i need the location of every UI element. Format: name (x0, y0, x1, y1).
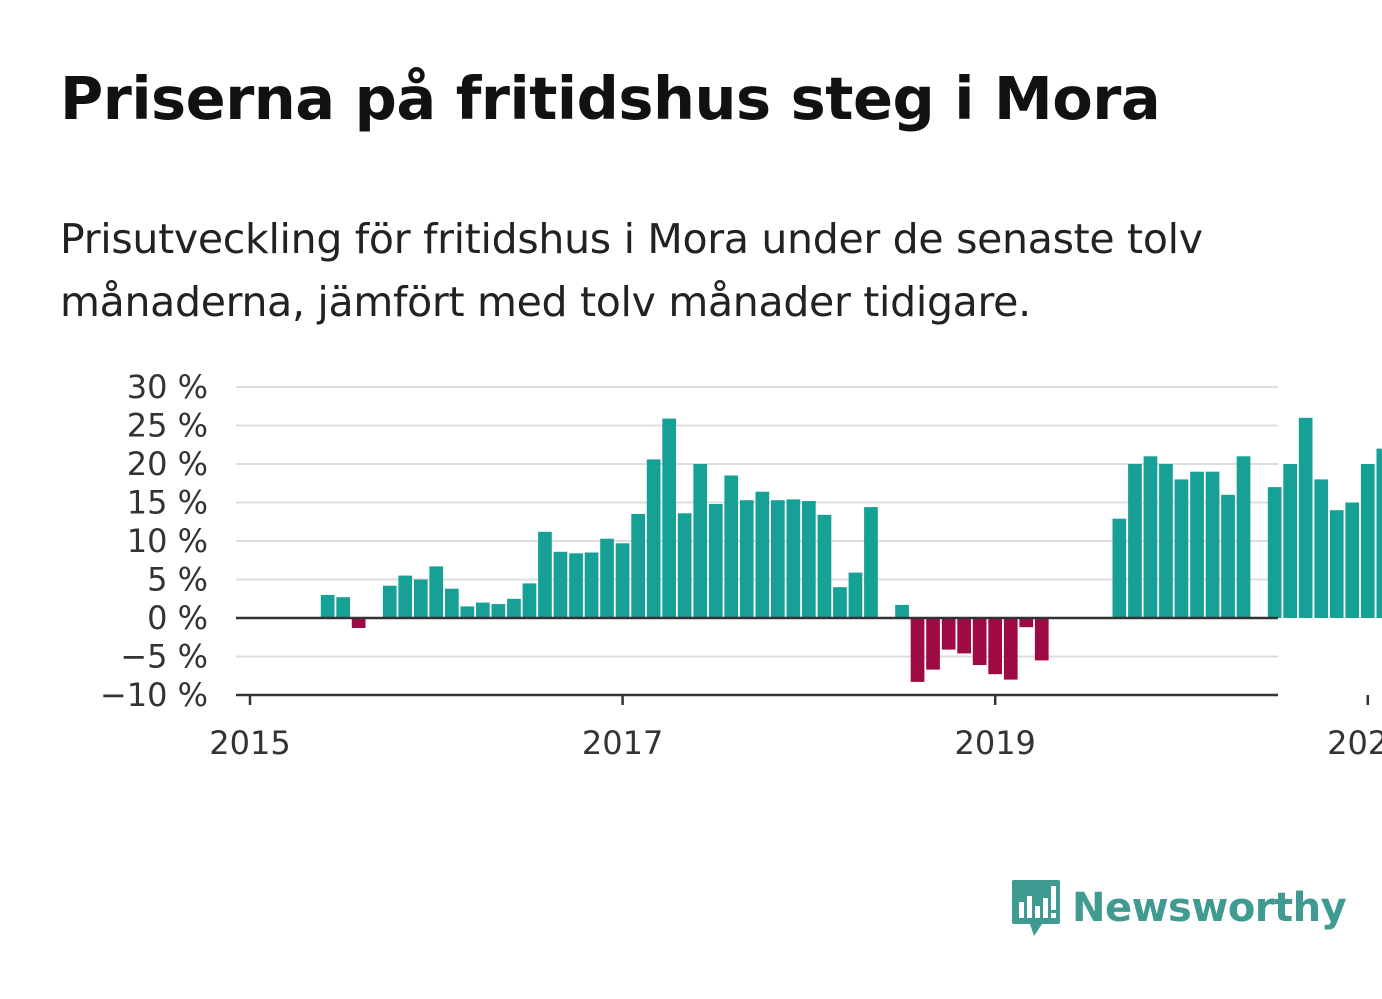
x-tick-label: 2015 (209, 724, 290, 762)
bar (398, 575, 413, 618)
bar (724, 475, 739, 618)
bar (755, 491, 770, 618)
bar (522, 583, 537, 618)
bar (802, 501, 816, 618)
bar (1159, 464, 1173, 618)
bar (1345, 502, 1360, 618)
bar (1019, 618, 1034, 628)
bar (708, 504, 723, 618)
brand-name: Newsworthy (1072, 885, 1347, 931)
bar (584, 552, 599, 618)
y-tick-label: 30 % (127, 368, 208, 406)
bar (336, 597, 350, 618)
bar (677, 513, 692, 618)
bar (631, 514, 645, 618)
bar (476, 602, 490, 618)
bar (646, 459, 661, 618)
bar (460, 606, 475, 618)
bar (833, 587, 847, 618)
newsworthy-logo-icon (1012, 880, 1060, 936)
bar (848, 572, 863, 618)
bar (1174, 479, 1189, 618)
bar (569, 553, 583, 618)
bar (786, 499, 801, 618)
bar (941, 618, 956, 650)
bar (739, 500, 754, 618)
bar (972, 618, 987, 665)
bar (895, 604, 909, 618)
bar (864, 507, 878, 618)
bar (1236, 456, 1251, 618)
bar (413, 579, 428, 618)
y-tick-label: 20 % (127, 445, 208, 483)
bar (1221, 494, 1235, 618)
chart-subtitle: Prisutveckling för fritidshus i Mora und… (60, 215, 1203, 326)
bar (1376, 448, 1382, 618)
bar (1329, 510, 1344, 618)
bar (926, 618, 940, 670)
bar (429, 566, 444, 618)
bar (351, 618, 366, 628)
bar (771, 500, 785, 618)
bar (693, 464, 708, 618)
axes (236, 616, 1370, 705)
bar (1003, 618, 1018, 680)
bar (553, 551, 568, 618)
y-tick-label: 10 % (127, 522, 208, 560)
y-tick-label: −5 % (120, 638, 208, 676)
x-tick-label: 2017 (582, 724, 663, 762)
bar (817, 514, 832, 618)
y-tick-label: 25 % (127, 407, 208, 445)
tick-labels: −10 %−5 %0 %5 %10 %15 %20 %25 %30 % 2015 2… (100, 368, 1382, 762)
bar (491, 604, 506, 618)
y-tick-label: 15 % (127, 484, 208, 522)
bar (1267, 487, 1282, 618)
x-tick-label: 2021 (1327, 724, 1382, 762)
bar (1190, 471, 1204, 618)
y-tick-label: 5 % (147, 561, 208, 599)
chart-title: Priserna på fritidshus steg i Mora (60, 64, 1161, 133)
bar (1112, 518, 1127, 618)
bar-chart: −10 %−5 %0 %5 %10 %15 %20 %25 %30 % 2015 2… (100, 368, 1382, 762)
newsworthy-brand: Newsworthy (1010, 878, 1347, 938)
bar (507, 598, 521, 619)
bar (1034, 618, 1049, 661)
bar (662, 418, 676, 618)
bar (1205, 471, 1220, 618)
bar (1128, 464, 1142, 618)
bar (615, 543, 630, 618)
bar (1314, 479, 1329, 618)
bar (1283, 464, 1297, 618)
bar (320, 594, 335, 618)
bar (957, 618, 971, 654)
x-tick-label: 2019 (954, 724, 1035, 762)
bar (1360, 464, 1375, 618)
bar (1143, 456, 1158, 618)
bars (320, 417, 1382, 682)
bar (910, 618, 925, 682)
bar (600, 538, 614, 618)
bar (382, 585, 397, 618)
bar (538, 531, 552, 618)
bar (1298, 417, 1313, 618)
y-tick-label: 0 % (147, 599, 208, 637)
y-tick-label: −10 % (100, 676, 208, 714)
bar (988, 618, 1002, 675)
bar (445, 588, 459, 618)
